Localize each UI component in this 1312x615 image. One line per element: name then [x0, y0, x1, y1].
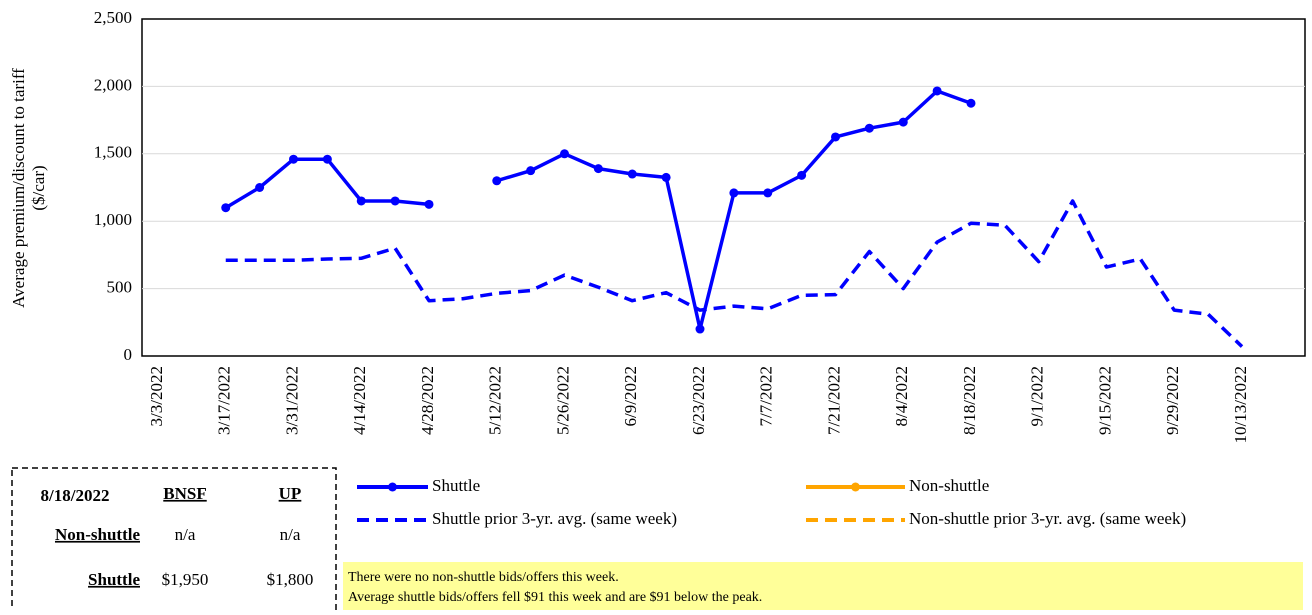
table-title: 8/18/2022: [41, 486, 110, 505]
x-tick-label: 5/26/2022: [553, 366, 572, 435]
x-tick-label: 3/3/2022: [147, 366, 166, 426]
note-box: [343, 562, 1303, 610]
data-point: [322, 154, 332, 164]
y-tick-label: 1,500: [94, 143, 132, 162]
x-tick-label: 7/7/2022: [757, 366, 776, 426]
legend-label: Non-shuttle: [909, 476, 989, 495]
data-point: [932, 86, 942, 96]
series-line: [224, 89, 972, 331]
data-point: [492, 176, 502, 186]
data-point: [864, 123, 874, 133]
y-axis-title: Average premium/discount to tariff ($/ca…: [9, 68, 48, 308]
table-column-header: BNSF: [163, 484, 206, 503]
y-tick-label: 0: [124, 345, 133, 364]
x-tick-label: 9/1/2022: [1028, 366, 1047, 426]
table-column-header: UP: [279, 484, 302, 503]
x-tick-label: 8/18/2022: [960, 366, 979, 435]
y-tick-label: 500: [107, 278, 133, 297]
data-point: [695, 324, 705, 334]
x-tick-label: 6/23/2022: [689, 366, 708, 435]
data-point: [797, 170, 807, 180]
data-point: [289, 154, 298, 164]
y-tick-label: 2,000: [94, 75, 132, 94]
legend-label: Shuttle prior 3-yr. avg. (same week): [432, 509, 677, 528]
x-tick-label: 9/29/2022: [1163, 366, 1182, 435]
x-tick-label: 4/14/2022: [350, 366, 369, 435]
data-point: [729, 188, 739, 198]
table-cell: n/a: [280, 525, 301, 544]
data-point: [356, 196, 366, 206]
data-point: [763, 188, 773, 198]
x-tick-label: 8/4/2022: [892, 366, 911, 426]
x-tick-label: 3/31/2022: [282, 366, 301, 435]
note-line: There were no non-shuttle bids/offers th…: [348, 570, 619, 585]
x-tick-label: 3/17/2022: [215, 366, 234, 435]
y-axis-title-line: ($/car): [29, 165, 48, 210]
summary-table-box: [11, 467, 337, 615]
table-cell: $1,950: [162, 570, 209, 589]
legend-label: Non-shuttle prior 3-yr. avg. (same week): [909, 509, 1186, 528]
x-tick-label: 9/15/2022: [1095, 366, 1114, 435]
plot-area: [141, 18, 1306, 357]
x-tick-label: 4/28/2022: [418, 366, 437, 435]
y-tick-label: 2,500: [94, 8, 132, 27]
legend-label: Shuttle: [432, 476, 480, 495]
data-point: [221, 203, 231, 213]
data-point: [831, 132, 840, 142]
data-point: [593, 164, 603, 174]
legend-marker: [851, 482, 860, 492]
data-point: [255, 183, 265, 192]
data-point: [424, 199, 434, 209]
x-tick-label: 10/13/2022: [1231, 366, 1250, 443]
series-line: [225, 199, 1244, 348]
data-point: [390, 196, 400, 206]
data-point: [560, 149, 569, 159]
data-point: [627, 169, 637, 179]
table-cell: n/a: [175, 525, 196, 544]
x-tick-label: 7/21/2022: [824, 366, 843, 435]
data-point: [966, 98, 976, 108]
table-row-header: Shuttle: [88, 570, 140, 589]
data-point: [661, 172, 671, 182]
x-tick-label: 6/9/2022: [621, 366, 640, 426]
data-point: [526, 166, 536, 176]
y-axis-title-line: Average premium/discount to tariff: [9, 68, 28, 308]
table-cell: $1,800: [267, 570, 314, 589]
note-line: Average shuttle bids/offers fell $91 thi…: [348, 590, 762, 605]
table-row-header: Non-shuttle: [55, 525, 140, 544]
legend-marker: [388, 482, 397, 492]
data-point: [898, 117, 908, 127]
x-tick-label: 5/12/2022: [486, 366, 505, 435]
y-tick-label: 1,000: [94, 210, 132, 229]
